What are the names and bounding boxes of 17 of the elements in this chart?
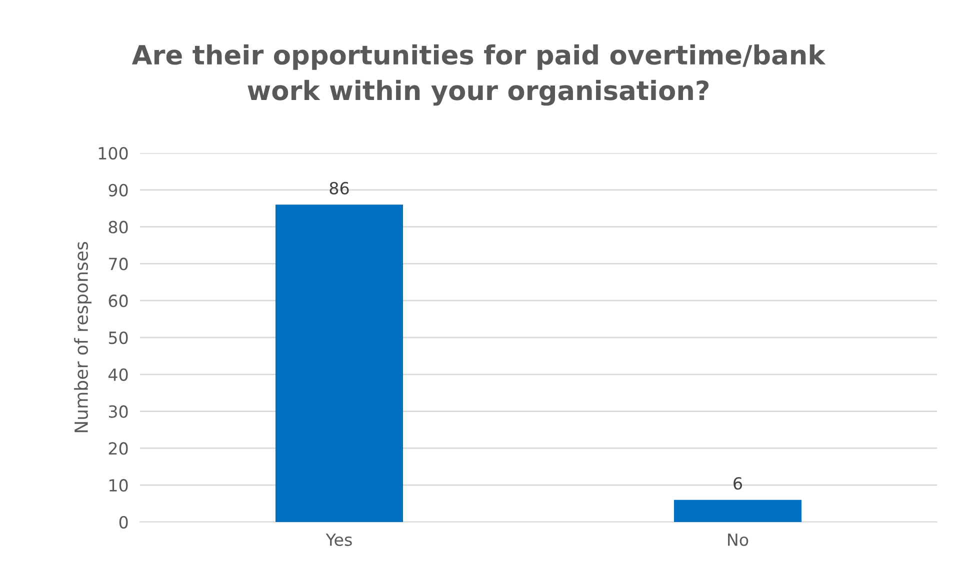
y-axis-title: Number of responses (74, 242, 92, 432)
x-tick-label: No (728, 534, 748, 546)
y-tick-label: 30 (108, 405, 128, 418)
y-tick-label: 50 (108, 331, 128, 344)
y-tick-label: 0 (119, 516, 128, 529)
chart-title: Are their opportunities for paid overtime/bank work within your organisation? (132, 44, 826, 106)
y-tick-label: 90 (108, 184, 128, 196)
y-tick-label: 70 (109, 258, 128, 270)
y-tick-label: 20 (108, 442, 128, 455)
y-tick-label: 100 (98, 146, 128, 160)
x-tick-label: Yes (326, 534, 352, 546)
data-label: 86 (330, 182, 349, 194)
data-label: 6 (734, 477, 742, 490)
y-tick-label: 60 (108, 294, 128, 308)
y-tick-label: 10 (110, 479, 128, 492)
y-tick-label: 40 (108, 368, 128, 381)
y-tick-label: 80 (108, 220, 128, 234)
